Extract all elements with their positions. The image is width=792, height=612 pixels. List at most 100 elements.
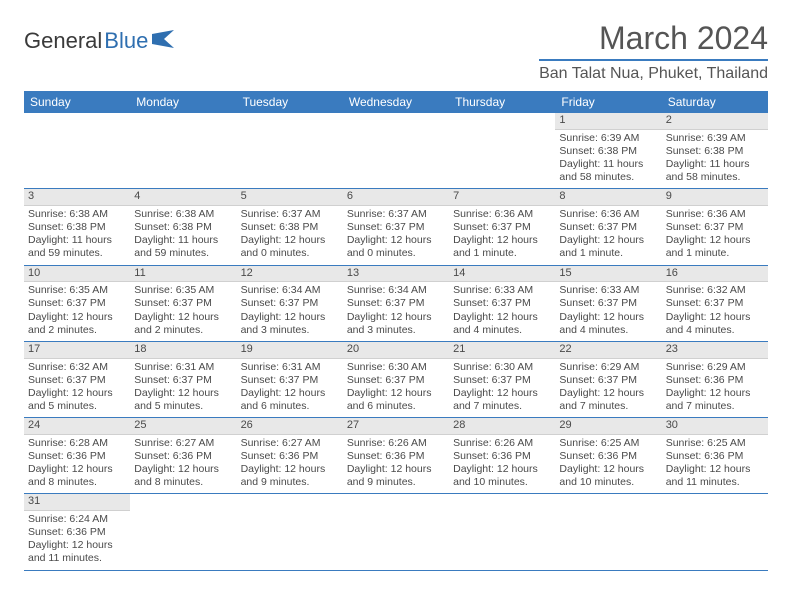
day-number: 31 — [24, 494, 130, 511]
daylight-text: Daylight: 12 hours and 2 minutes. — [134, 311, 232, 337]
week-row: 31Sunrise: 6:24 AMSunset: 6:36 PMDayligh… — [24, 494, 768, 570]
daylight-text: Daylight: 11 hours and 58 minutes. — [559, 158, 657, 184]
day-number: 1 — [555, 113, 661, 130]
sunrise-text: Sunrise: 6:26 AM — [347, 437, 445, 450]
brand-word-2: Blue — [104, 28, 148, 54]
day-cell: 8Sunrise: 6:36 AMSunset: 6:37 PMDaylight… — [555, 189, 661, 264]
sunrise-text: Sunrise: 6:31 AM — [134, 361, 232, 374]
day-cell: 13Sunrise: 6:34 AMSunset: 6:37 PMDayligh… — [343, 266, 449, 341]
day-details: Sunrise: 6:38 AMSunset: 6:38 PMDaylight:… — [130, 206, 236, 265]
sunrise-text: Sunrise: 6:27 AM — [134, 437, 232, 450]
day-cell: 21Sunrise: 6:30 AMSunset: 6:37 PMDayligh… — [449, 342, 555, 417]
day-cell: 29Sunrise: 6:25 AMSunset: 6:36 PMDayligh… — [555, 418, 661, 493]
sunset-text: Sunset: 6:37 PM — [241, 297, 339, 310]
daylight-text: Daylight: 12 hours and 4 minutes. — [559, 311, 657, 337]
day-number: 22 — [555, 342, 661, 359]
day-cell — [555, 494, 661, 569]
day-cell: 27Sunrise: 6:26 AMSunset: 6:36 PMDayligh… — [343, 418, 449, 493]
day-details: Sunrise: 6:37 AMSunset: 6:37 PMDaylight:… — [343, 206, 449, 265]
sunset-text: Sunset: 6:37 PM — [241, 374, 339, 387]
sunrise-text: Sunrise: 6:34 AM — [241, 284, 339, 297]
day-number: 30 — [662, 418, 768, 435]
day-cell: 19Sunrise: 6:31 AMSunset: 6:37 PMDayligh… — [237, 342, 343, 417]
day-cell: 16Sunrise: 6:32 AMSunset: 6:37 PMDayligh… — [662, 266, 768, 341]
day-cell: 12Sunrise: 6:34 AMSunset: 6:37 PMDayligh… — [237, 266, 343, 341]
day-cell: 22Sunrise: 6:29 AMSunset: 6:37 PMDayligh… — [555, 342, 661, 417]
day-number: 15 — [555, 266, 661, 283]
day-number: 28 — [449, 418, 555, 435]
day-details: Sunrise: 6:27 AMSunset: 6:36 PMDaylight:… — [130, 435, 236, 494]
daylight-text: Daylight: 12 hours and 6 minutes. — [347, 387, 445, 413]
sunset-text: Sunset: 6:38 PM — [666, 145, 764, 158]
sunset-text: Sunset: 6:37 PM — [453, 221, 551, 234]
day-details: Sunrise: 6:24 AMSunset: 6:36 PMDaylight:… — [24, 511, 130, 570]
sunset-text: Sunset: 6:37 PM — [666, 221, 764, 234]
daylight-text: Daylight: 12 hours and 1 minute. — [559, 234, 657, 260]
sunset-text: Sunset: 6:37 PM — [453, 297, 551, 310]
title-block: March 2024 Ban Talat Nua, Phuket, Thaila… — [539, 20, 768, 83]
day-cell: 26Sunrise: 6:27 AMSunset: 6:36 PMDayligh… — [237, 418, 343, 493]
daylight-text: Daylight: 12 hours and 10 minutes. — [453, 463, 551, 489]
daylight-text: Daylight: 12 hours and 3 minutes. — [347, 311, 445, 337]
day-cell: 28Sunrise: 6:26 AMSunset: 6:36 PMDayligh… — [449, 418, 555, 493]
sunset-text: Sunset: 6:37 PM — [134, 297, 232, 310]
daylight-text: Daylight: 12 hours and 5 minutes. — [28, 387, 126, 413]
daylight-text: Daylight: 12 hours and 1 minute. — [666, 234, 764, 260]
day-number: 19 — [237, 342, 343, 359]
day-number: 5 — [237, 189, 343, 206]
location-subtitle: Ban Talat Nua, Phuket, Thailand — [539, 65, 768, 83]
brand-logo: GeneralBlue — [24, 28, 178, 54]
day-number: 12 — [237, 266, 343, 283]
sunrise-text: Sunrise: 6:34 AM — [347, 284, 445, 297]
day-cell: 25Sunrise: 6:27 AMSunset: 6:36 PMDayligh… — [130, 418, 236, 493]
day-cell: 11Sunrise: 6:35 AMSunset: 6:37 PMDayligh… — [130, 266, 236, 341]
week-row: 1 Sunrise: 6:39 AMSunset: 6:38 PM Daylight… — [24, 113, 768, 189]
day-details: Sunrise: 6:35 AMSunset: 6:37 PMDaylight:… — [24, 282, 130, 341]
day-cell: 20Sunrise: 6:30 AMSunset: 6:37 PMDayligh… — [343, 342, 449, 417]
weekday-header: Saturday — [662, 91, 768, 113]
daylight-text: Daylight: 12 hours and 9 minutes. — [241, 463, 339, 489]
day-details: Sunrise: 6:32 AMSunset: 6:37 PMDaylight:… — [24, 359, 130, 418]
sunset-text: Sunset: 6:37 PM — [666, 297, 764, 310]
month-title: March 2024 — [539, 20, 768, 61]
day-number: 17 — [24, 342, 130, 359]
day-details: Sunrise: 6:36 AMSunset: 6:37 PMDaylight:… — [662, 206, 768, 265]
day-number: 8 — [555, 189, 661, 206]
daylight-text: Daylight: 11 hours and 59 minutes. — [134, 234, 232, 260]
weekday-header: Monday — [130, 91, 236, 113]
sunset-text: Sunset: 6:38 PM — [28, 221, 126, 234]
weekday-header: Sunday — [24, 91, 130, 113]
daylight-text: Daylight: 12 hours and 9 minutes. — [347, 463, 445, 489]
sunrise-text: Sunrise: 6:31 AM — [241, 361, 339, 374]
day-number: 26 — [237, 418, 343, 435]
weekday-header-row: Sunday Monday Tuesday Wednesday Thursday… — [24, 91, 768, 113]
daylight-text: Daylight: 12 hours and 11 minutes. — [28, 539, 126, 565]
day-details: Sunrise: 6:34 AMSunset: 6:37 PMDaylight:… — [343, 282, 449, 341]
sunrise-text: Sunrise: 6:39 AM — [666, 132, 764, 145]
day-number: 9 — [662, 189, 768, 206]
daylight-text: Daylight: 11 hours and 59 minutes. — [28, 234, 126, 260]
day-details: Sunrise: 6:29 AMSunset: 6:37 PMDaylight:… — [555, 359, 661, 418]
day-number: 14 — [449, 266, 555, 283]
sunset-text: Sunset: 6:36 PM — [453, 450, 551, 463]
sunrise-text: Sunrise: 6:35 AM — [134, 284, 232, 297]
day-details: Sunrise: 6:37 AMSunset: 6:38 PMDaylight:… — [237, 206, 343, 265]
sunset-text: Sunset: 6:36 PM — [134, 450, 232, 463]
sunrise-text: Sunrise: 6:38 AM — [134, 208, 232, 221]
day-cell — [449, 494, 555, 569]
sunrise-text: Sunrise: 6:35 AM — [28, 284, 126, 297]
sunset-text: Sunset: 6:36 PM — [28, 526, 126, 539]
sunrise-text: Sunrise: 6:29 AM — [559, 361, 657, 374]
daylight-text: Daylight: 12 hours and 10 minutes. — [559, 463, 657, 489]
day-number: 21 — [449, 342, 555, 359]
sunset-text: Sunset: 6:38 PM — [241, 221, 339, 234]
day-cell — [130, 113, 236, 188]
day-details: Sunrise: 6:28 AMSunset: 6:36 PMDaylight:… — [24, 435, 130, 494]
sunset-text: Sunset: 6:38 PM — [134, 221, 232, 234]
day-details: Sunrise: 6:34 AMSunset: 6:37 PMDaylight:… — [237, 282, 343, 341]
flag-icon — [152, 28, 178, 54]
sunset-text: Sunset: 6:36 PM — [347, 450, 445, 463]
day-cell: 17Sunrise: 6:32 AMSunset: 6:37 PMDayligh… — [24, 342, 130, 417]
brand-word-1: General — [24, 28, 102, 54]
day-number: 6 — [343, 189, 449, 206]
